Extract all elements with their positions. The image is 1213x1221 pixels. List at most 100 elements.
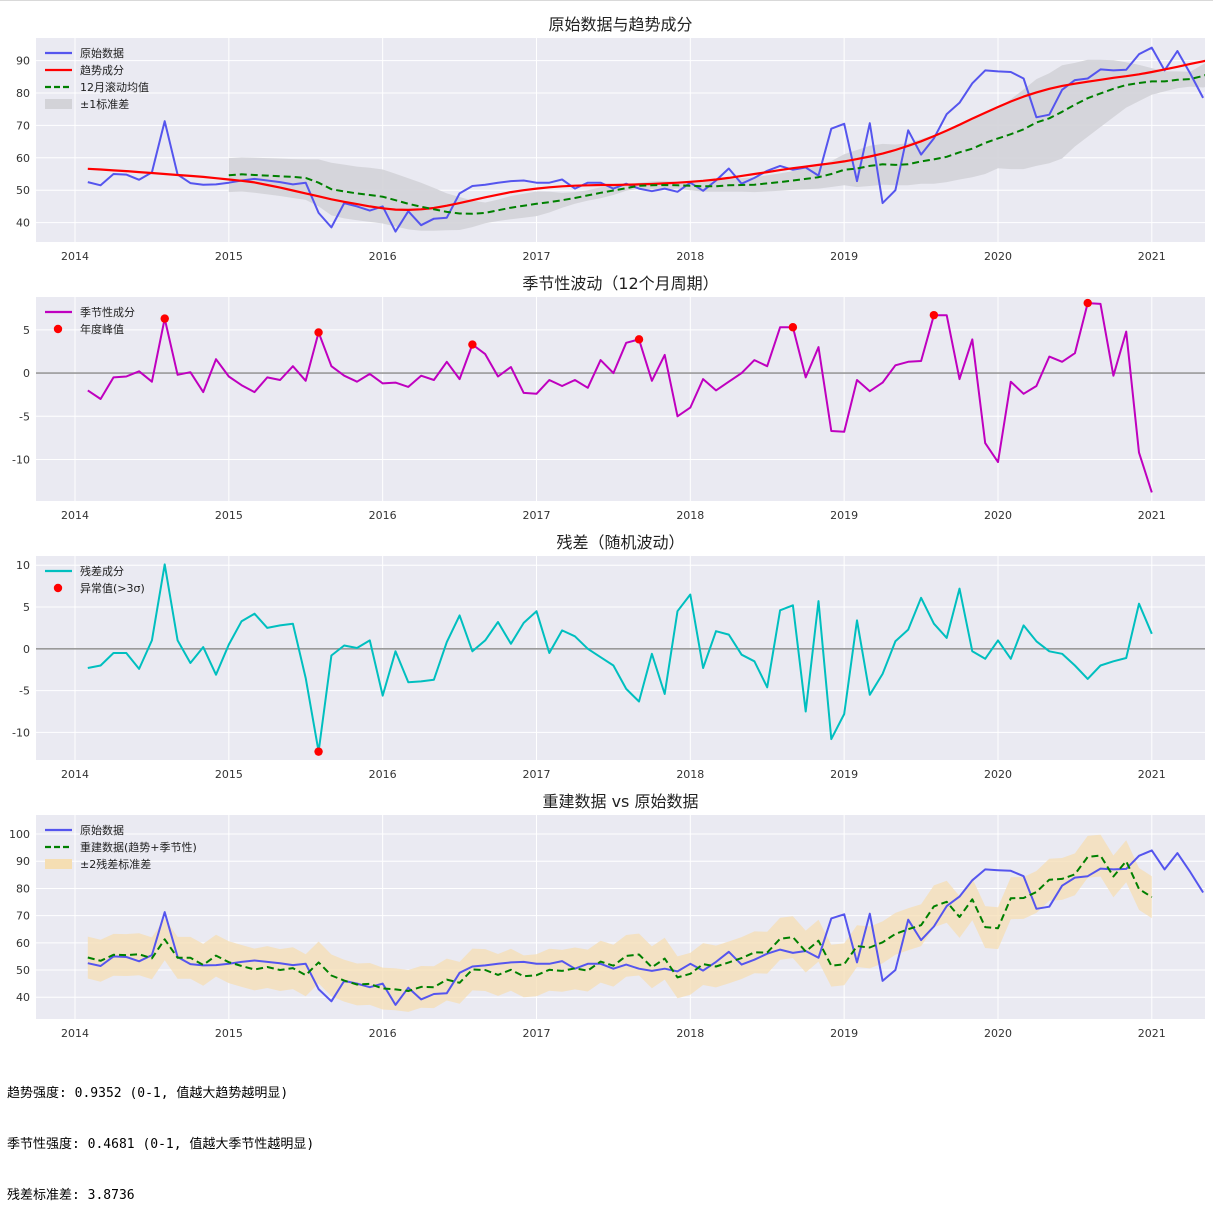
legend-swatch	[45, 99, 72, 109]
chart-panel-3: -10 -5 0 5 10 2014 2015 2016 2017 2018 2019 2020 202…	[12, 533, 1205, 781]
marker-point	[929, 310, 939, 320]
chart-panel-2: -10 -5 0 5 2014 2015 2016 2017 2018 2019 2020 2021 季…	[12, 274, 1205, 522]
chart-panel-1: 40 50 60 70 80 90 2014 2015 2016 2017 2018 2019 2020…	[16, 15, 1205, 263]
dashed-series-line	[228, 74, 1205, 215]
x-tick-label: 2020	[984, 250, 1012, 263]
series-line	[87, 46, 1204, 233]
x-tick-label: 2017	[522, 1027, 550, 1040]
residual-std-text: 残差标准差: 3.8736	[7, 1188, 135, 1203]
y-tick-label: 70	[16, 910, 30, 923]
chart-title: 重建数据 vs 原始数据	[543, 792, 699, 811]
x-tick-label: 2015	[215, 509, 243, 522]
marker-point	[788, 323, 798, 332]
y-tick-label: -5	[19, 685, 30, 698]
x-tick-label: 2018	[676, 1027, 704, 1040]
x-tick-label: 2020	[984, 1027, 1012, 1040]
x-tick-label: 2015	[215, 768, 243, 781]
legend-item: 原始数据	[45, 46, 124, 60]
legend-item: 趋势成分	[45, 64, 124, 77]
legend-item: ±2残差标准差	[45, 857, 151, 871]
legend-swatch	[53, 324, 63, 334]
series-layer	[87, 563, 1153, 753]
legend-label: 残差成分	[80, 564, 124, 578]
y-tick-label: 70	[16, 119, 30, 132]
x-tick-label: 2021	[1138, 250, 1166, 263]
x-tick-label: 2016	[369, 250, 397, 263]
legend-item: 原始数据	[45, 823, 124, 837]
legend-label: 重建数据(趋势+季节性)	[80, 840, 197, 854]
x-tick-label: 2019	[830, 250, 858, 263]
dashed-series-line	[87, 854, 1153, 992]
legend-label: 原始数据	[80, 46, 124, 60]
y-tick-label: 5	[23, 324, 30, 337]
marker-point	[1083, 298, 1092, 308]
y-tick-label: 80	[16, 87, 30, 100]
legend-label: 年度峰值	[80, 322, 124, 336]
legend-item: 异常值(>3σ)	[53, 582, 145, 595]
y-tick-label: 90	[16, 855, 30, 868]
legend-label: 异常值(>3σ)	[80, 582, 145, 595]
legend-item: 年度峰值	[53, 322, 124, 336]
x-tick-label: 2018	[676, 250, 704, 263]
legend-item: 12月滚动均值	[45, 80, 149, 94]
chart-panel-4: 40 50 60 70 80 90 100 2014 2015 2016 2017 2018 2019 2…	[9, 792, 1205, 1040]
y-tick-label: -10	[12, 726, 30, 739]
x-tick-label: 2015	[215, 250, 243, 263]
series-line	[87, 59, 1205, 211]
y-tick-label: 40	[16, 217, 30, 230]
band-series	[228, 59, 1205, 231]
x-tick-label: 2019	[830, 509, 858, 522]
plot-area	[36, 297, 1205, 501]
x-tick-label: 2014	[61, 1027, 89, 1040]
series-layer	[87, 834, 1204, 1012]
x-tick-label: 2020	[984, 509, 1012, 522]
seasonal-strength-text: 季节性强度: 0.4681 (0-1, 值越大季节性越明显)	[7, 1137, 315, 1152]
x-tick-label: 2020	[984, 768, 1012, 781]
y-tick-label: 50	[16, 964, 30, 977]
legend-item: 残差成分	[45, 564, 124, 578]
x-tick-label: 2016	[369, 509, 397, 522]
y-tick-label: 40	[16, 991, 30, 1004]
marker-point	[314, 747, 323, 756]
series-line	[87, 563, 1153, 753]
legend-swatch	[53, 583, 63, 593]
series-line	[87, 849, 1204, 1006]
y-tick-label: 5	[23, 601, 30, 614]
legend-item: 季节性成分	[45, 305, 135, 319]
y-tick-label: 10	[16, 559, 30, 572]
marker-point	[634, 335, 644, 344]
y-tick-label: 60	[16, 937, 30, 950]
top-border	[0, 0, 1213, 1]
plot-area	[36, 556, 1205, 760]
legend-swatch	[45, 859, 72, 869]
x-tick-label: 2019	[830, 768, 858, 781]
x-tick-label: 2021	[1138, 1027, 1166, 1040]
legend-item: 重建数据(趋势+季节性)	[45, 840, 197, 854]
band-series	[87, 834, 1152, 1012]
legend-label: ±1标准差	[80, 97, 129, 111]
x-tick-label: 2014	[61, 509, 89, 522]
x-tick-label: 2018	[676, 768, 704, 781]
y-tick-label: 0	[23, 367, 30, 380]
chart-title: 残差（随机波动）	[556, 533, 684, 552]
legend-label: 原始数据	[80, 823, 124, 837]
x-tick-label: 2017	[522, 509, 550, 522]
legend-label: ±2残差标准差	[80, 857, 151, 871]
x-tick-label: 2019	[830, 1027, 858, 1040]
y-tick-label: -10	[12, 454, 30, 467]
y-tick-label: 90	[16, 55, 30, 68]
x-tick-label: 2021	[1138, 509, 1166, 522]
chart-title: 原始数据与趋势成分	[548, 15, 692, 34]
marker-point	[160, 314, 169, 323]
y-tick-label: -5	[19, 410, 30, 423]
series-layer	[87, 46, 1205, 233]
y-tick-label: 60	[16, 152, 30, 165]
y-tick-label: 100	[9, 828, 30, 841]
x-tick-label: 2018	[676, 509, 704, 522]
legend-item: ±1标准差	[45, 97, 129, 111]
